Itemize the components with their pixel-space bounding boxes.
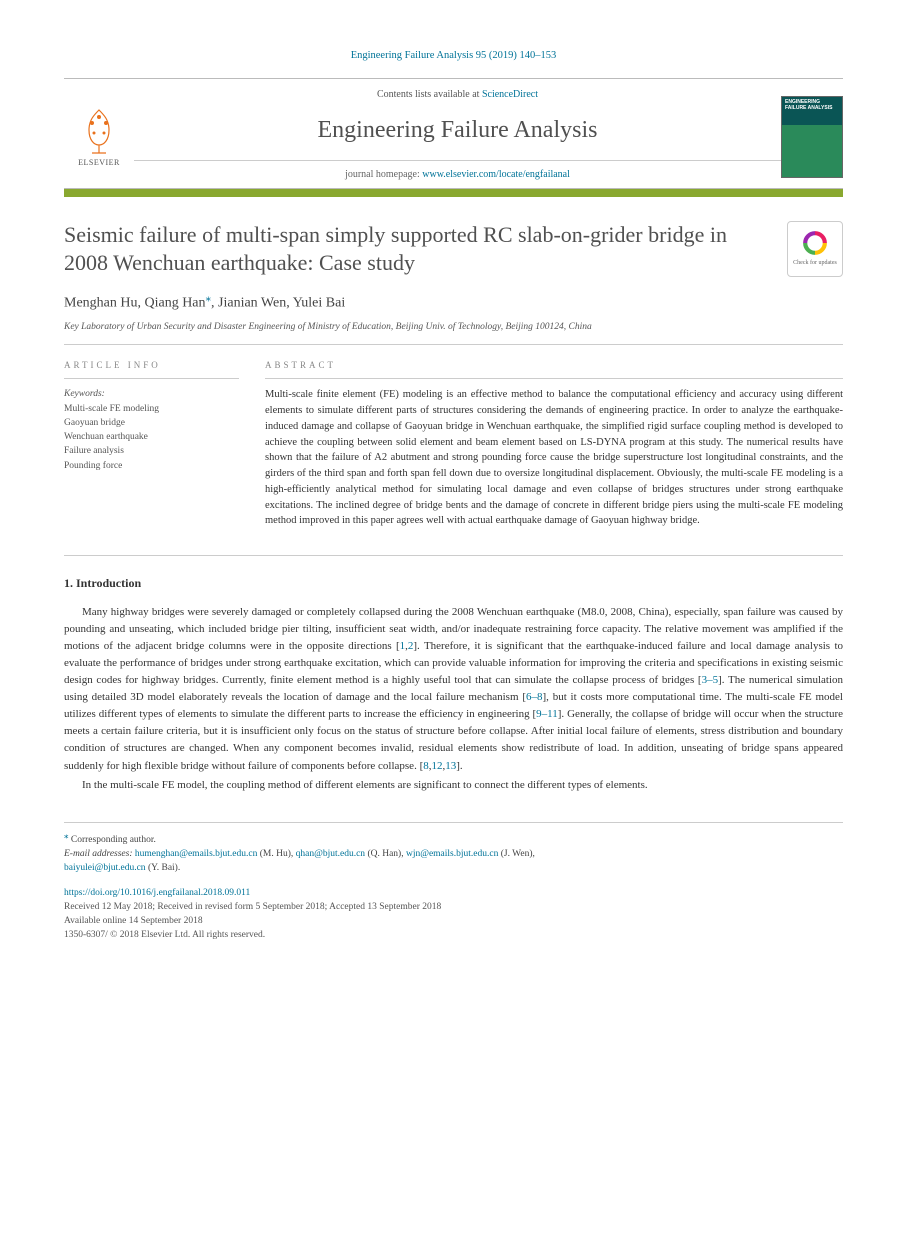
citation-ref[interactable]: 3–5 <box>702 674 719 686</box>
article-info-label: ARTICLE INFO <box>64 359 239 373</box>
author-email[interactable]: humenghan@emails.bjut.edu.cn <box>135 849 257 859</box>
journal-header: ELSEVIER Contents lists available at Sci… <box>64 78 843 189</box>
article-info-column: ARTICLE INFO Keywords: Multi-scale FE mo… <box>64 359 239 529</box>
check-updates-icon <box>801 229 829 257</box>
journal-cover-thumbnail: ENGINEERING FAILURE ANALYSIS <box>781 96 843 178</box>
elsevier-tree-icon <box>74 105 124 155</box>
corresponding-label: Corresponding author. <box>71 835 156 845</box>
email-label: E-mail addresses: <box>64 849 135 859</box>
homepage-line: journal homepage: www.elsevier.com/locat… <box>134 160 781 188</box>
abstract-label: ABSTRACT <box>265 359 843 373</box>
text-run: ]. <box>456 760 462 772</box>
header-middle: Contents lists available at ScienceDirec… <box>134 87 781 188</box>
email-footnote: E-mail addresses: humenghan@emails.bjut.… <box>64 847 843 861</box>
article-title: Seismic failure of multi-span simply sup… <box>64 221 767 278</box>
divider <box>64 555 843 556</box>
abstract-divider <box>265 378 843 379</box>
contents-prefix: Contents lists available at <box>377 89 482 100</box>
divider <box>64 344 843 345</box>
email-footnote-line2: baiyulei@bjut.edu.cn (Y. Bai). <box>64 861 843 875</box>
keywords-heading: Keywords: <box>64 387 239 401</box>
check-updates-label: Check for updates <box>793 259 837 268</box>
copyright-line: 1350-6307/ © 2018 Elsevier Ltd. All righ… <box>64 928 843 942</box>
accent-bar <box>64 189 843 197</box>
citation-line: Engineering Failure Analysis 95 (2019) 1… <box>64 48 843 64</box>
body-paragraph: Many highway bridges were severely damag… <box>64 604 843 774</box>
article-info-divider <box>64 378 239 379</box>
author-email[interactable]: qhan@bjut.edu.cn <box>296 849 365 859</box>
author-name-paren: (M. Hu), <box>257 849 295 859</box>
author-name-paren: (Y. Bai). <box>146 863 181 873</box>
section-heading: 1. Introduction <box>64 574 843 592</box>
citation-ref[interactable]: 12 <box>431 760 442 772</box>
citation-ref[interactable]: 9–11 <box>536 708 558 720</box>
article-history: Received 12 May 2018; Received in revise… <box>64 900 843 914</box>
cover-title: ENGINEERING FAILURE ANALYSIS <box>782 97 842 114</box>
publisher-logo: ELSEVIER <box>64 105 134 169</box>
check-updates-badge[interactable]: Check for updates <box>787 221 843 277</box>
publisher-name: ELSEVIER <box>78 157 120 169</box>
author-name-paren: (Q. Han), <box>365 849 406 859</box>
contents-available-line: Contents lists available at ScienceDirec… <box>144 87 771 102</box>
corresponding-footnote: ⁎ Corresponding author. <box>64 829 843 847</box>
keyword: Multi-scale FE modeling <box>64 402 239 416</box>
footnote-divider <box>64 822 843 823</box>
author-email[interactable]: baiyulei@bjut.edu.cn <box>64 863 146 873</box>
authors-line: Menghan Hu, Qiang Han⁎, Jianian Wen, Yul… <box>64 290 843 314</box>
journal-name: Engineering Failure Analysis <box>144 112 771 148</box>
doi-link[interactable]: https://doi.org/10.1016/j.engfailanal.20… <box>64 886 843 900</box>
affiliation: Key Laboratory of Urban Security and Dis… <box>64 320 843 334</box>
abstract-text: Multi-scale finite element (FE) modeling… <box>265 387 843 529</box>
corr-mark-icon: ⁎ <box>64 830 69 840</box>
body-paragraph: In the multi-scale FE model, the couplin… <box>64 777 843 794</box>
keyword: Gaoyuan bridge <box>64 416 239 430</box>
author-email[interactable]: wjn@emails.bjut.edu.cn <box>406 849 498 859</box>
author-name-paren: (J. Wen), <box>498 849 535 859</box>
available-online: Available online 14 September 2018 <box>64 914 843 928</box>
authors-before-corr: Menghan Hu, Qiang Han <box>64 296 206 311</box>
keyword: Pounding force <box>64 459 239 473</box>
doi-text: https://doi.org/10.1016/j.engfailanal.20… <box>64 888 250 898</box>
keyword: Wenchuan earthquake <box>64 430 239 444</box>
homepage-prefix: journal homepage: <box>345 169 422 180</box>
page-container: Engineering Failure Analysis 95 (2019) 1… <box>0 0 907 983</box>
info-abstract-row: ARTICLE INFO Keywords: Multi-scale FE mo… <box>64 359 843 529</box>
authors-after-corr: , Jianian Wen, Yulei Bai <box>211 296 345 311</box>
homepage-link[interactable]: www.elsevier.com/locate/engfailanal <box>422 169 570 180</box>
title-row: Seismic failure of multi-span simply sup… <box>64 221 843 278</box>
sciencedirect-link[interactable]: ScienceDirect <box>482 89 538 100</box>
abstract-column: ABSTRACT Multi-scale finite element (FE)… <box>265 359 843 529</box>
citation-ref[interactable]: 13 <box>445 760 456 772</box>
keyword: Failure analysis <box>64 444 239 458</box>
citation-ref[interactable]: 6–8 <box>526 691 543 703</box>
